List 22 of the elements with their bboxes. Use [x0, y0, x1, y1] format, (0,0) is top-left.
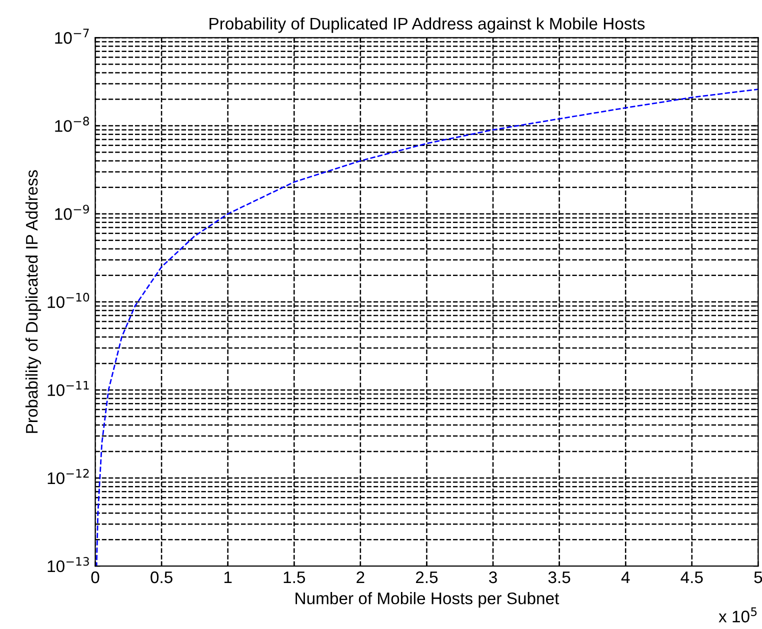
y-tick-label: 10$^{−8}$ — [55, 116, 89, 132]
text: x 10$^{5}$ — [718, 607, 757, 622]
y-tick-label: 10$^{−7}$ — [55, 28, 89, 44]
x-tick-label: 3 — [489, 571, 497, 584]
x-tick-label: 4.5 — [680, 572, 703, 584]
x-axis-title: Number of Mobile Hosts per Subnet — [296, 592, 560, 608]
x-tick-label: 0 — [91, 571, 100, 584]
y-tick-label: 10$^{−10}$ — [48, 292, 90, 308]
x-tick-label: 3.5 — [548, 571, 570, 584]
x-tick-label: 1.5 — [284, 572, 306, 584]
y-tick-label: 10$^{−9}$ — [55, 204, 89, 220]
y-tick-label: 10$^{−12}$ — [48, 468, 89, 484]
y-axis-title: Probability of Duplicated IP Address — [25, 170, 41, 433]
x-tick-label: 2.5 — [416, 571, 438, 584]
y-tick-label: 10$^{−13}$ — [48, 556, 89, 572]
y-tick-label: 10$^{−11}$ — [48, 381, 89, 396]
x-tick-label: 5 — [754, 572, 762, 584]
x-tick-label: 1 — [224, 572, 232, 584]
x-tick-label: 4 — [621, 572, 630, 584]
chart-title: Probability of Duplicated IP Address against k Mobile Hosts — [210, 17, 645, 33]
x-tick-label: 2 — [356, 571, 364, 584]
x-tick-label: 0.5 — [150, 571, 172, 584]
